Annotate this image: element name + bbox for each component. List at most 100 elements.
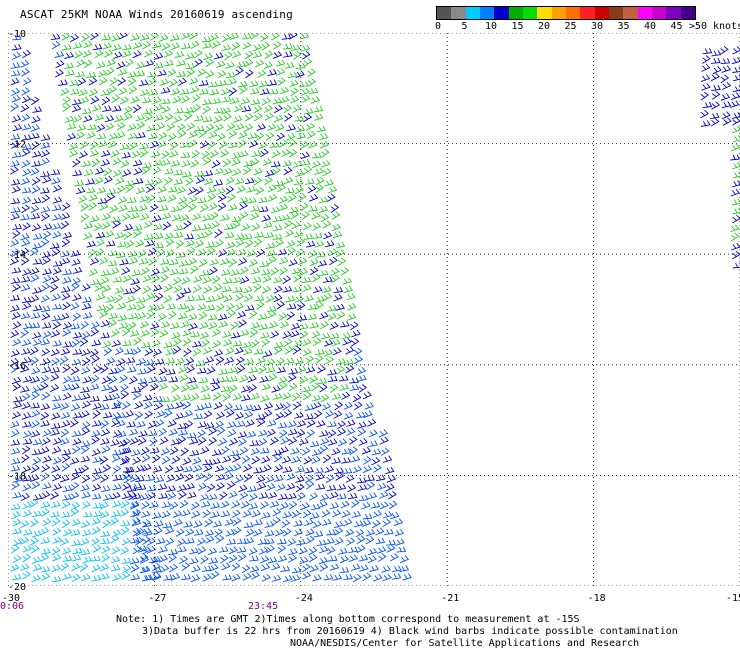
wind-barb [152, 454, 161, 464]
wind-barb [296, 538, 306, 546]
wind-barb [267, 491, 278, 499]
wind-barb [265, 242, 276, 249]
wind-barb [62, 269, 73, 276]
wind-barb [149, 382, 159, 392]
wind-barb [305, 355, 315, 365]
wind-barb [52, 267, 62, 275]
wind-barb [31, 409, 41, 418]
wind-barb [336, 483, 347, 491]
wind-barb [123, 231, 132, 241]
wind-barb [260, 332, 270, 339]
wind-barb [78, 195, 88, 204]
wind-barb [263, 104, 273, 114]
wind-barb [83, 169, 94, 177]
wind-barb [62, 494, 72, 501]
wind-barb [263, 221, 273, 229]
wind-barb [242, 41, 252, 50]
wind-barb [294, 294, 304, 304]
wind-barb [11, 185, 21, 194]
wind-barb [102, 411, 113, 419]
wind-barb [41, 547, 51, 555]
wind-barb [205, 535, 215, 544]
wind-barb [239, 201, 248, 211]
wind-barb [195, 175, 206, 184]
wind-barb [236, 185, 246, 194]
wind-barb [231, 220, 241, 230]
wind-barb [121, 50, 132, 58]
wind-barb [218, 248, 228, 257]
wind-barb [80, 320, 90, 330]
wind-barb [270, 267, 280, 276]
wind-barb [194, 239, 205, 248]
wind-barb [323, 574, 334, 581]
wind-barb [52, 321, 62, 330]
wind-barb [277, 538, 287, 545]
wind-barb [210, 511, 221, 518]
wind-barb [730, 232, 740, 242]
wind-barb [234, 177, 245, 185]
wind-barb [291, 509, 301, 519]
wind-barb [30, 132, 40, 140]
wind-barb [327, 375, 338, 382]
wind-barb [9, 257, 20, 266]
wind-barb [70, 366, 80, 376]
wind-barb [52, 483, 62, 491]
wind-barb [22, 301, 32, 310]
wind-barb [200, 269, 210, 277]
wind-barb [731, 112, 740, 120]
wind-barb [294, 169, 305, 178]
wind-barb [12, 230, 21, 239]
wind-barb [129, 329, 140, 337]
wind-barb [247, 374, 257, 383]
wind-barb [386, 544, 396, 553]
wind-barb [220, 214, 230, 221]
wind-barb [91, 473, 101, 482]
wind-barb [132, 545, 142, 555]
wind-barb [188, 437, 199, 445]
wind-barb [71, 394, 82, 402]
wind-barb [71, 554, 82, 562]
wind-barb [255, 132, 265, 141]
wind-barb [159, 78, 169, 86]
wind-barb [248, 502, 259, 510]
wind-barb [287, 428, 298, 436]
wind-barb [272, 51, 283, 59]
wind-barb [119, 96, 130, 105]
wind-barb [731, 198, 740, 206]
wind-barb [210, 502, 221, 509]
wind-barb [173, 284, 183, 293]
wind-barb [195, 472, 205, 481]
wind-barb [159, 34, 169, 42]
wind-barb [206, 366, 216, 375]
wind-barb [249, 328, 259, 338]
wind-barb [31, 556, 42, 564]
wind-barb [154, 114, 164, 121]
wind-barb [160, 396, 170, 403]
wind-barb [290, 95, 300, 104]
wind-barb [316, 125, 327, 133]
wind-barb [311, 330, 321, 339]
wind-barb [227, 78, 237, 86]
wind-barb [304, 413, 314, 420]
wind-barb [187, 257, 197, 266]
wind-barb [221, 562, 231, 571]
wind-barb [214, 420, 224, 429]
wind-barb [284, 113, 293, 122]
wind-barb [157, 195, 167, 203]
wind-barb [183, 220, 192, 230]
wind-barb [136, 357, 147, 366]
wind-barb [100, 428, 111, 437]
wind-barb [344, 358, 354, 366]
wind-barb [298, 267, 308, 277]
wind-barb [139, 381, 149, 391]
wind-barb [253, 283, 262, 293]
wind-barb [160, 564, 170, 573]
wind-barb [114, 231, 125, 240]
wind-barb [71, 573, 81, 583]
wind-barb [732, 262, 740, 269]
wind-barb [119, 374, 129, 383]
wind-barb [322, 454, 332, 464]
wind-barb [188, 203, 197, 213]
wind-barb [278, 203, 289, 211]
wind-barb [62, 103, 71, 112]
